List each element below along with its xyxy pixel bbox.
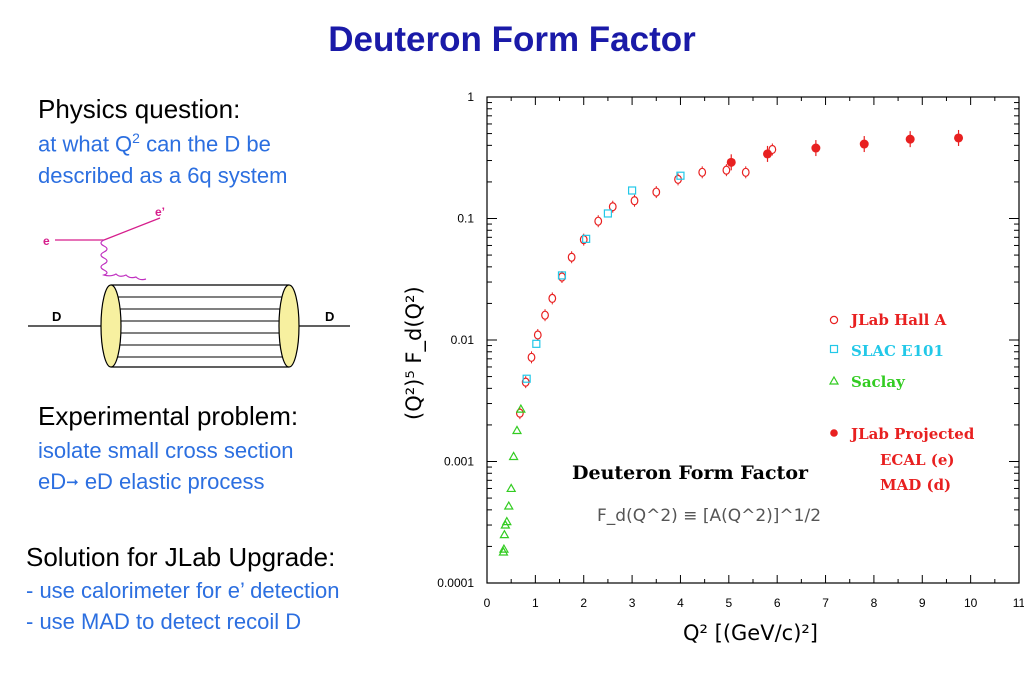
experimental-problem-heading: Experimental problem: — [38, 401, 299, 431]
saclay-point — [508, 451, 519, 461]
jlab-hall-a-point — [515, 408, 524, 418]
axis-ticks — [486, 97, 1020, 584]
saclay-point — [498, 543, 509, 553]
outgoing-electron-line — [103, 217, 161, 241]
legend-label-ecal: ECAL (e) — [880, 451, 955, 469]
legend-label-mad: MAD (d) — [880, 476, 951, 494]
jlab-hall-a-point — [741, 167, 750, 177]
x-tick-label: 11 — [1013, 596, 1024, 610]
arrow-icon: ➞ — [66, 474, 79, 491]
saclay-point — [515, 403, 526, 413]
jlab-hall-a-point — [527, 352, 536, 362]
slac-point — [522, 374, 531, 383]
cylinder-left-cap — [100, 284, 122, 368]
y-tick-label: 1 — [467, 90, 474, 104]
legend-label-jlab: JLab Hall A — [849, 311, 947, 329]
slac-point — [627, 186, 637, 195]
x-tick-label: 10 — [964, 596, 978, 610]
jlab-projected-point — [859, 139, 869, 149]
jlab-hall-a-point — [567, 252, 576, 262]
legend-marker-saclay — [828, 375, 840, 385]
legend: JLab Hall A SLAC E101 Saclay JLab Projec… — [828, 311, 975, 494]
saclay-point — [498, 546, 509, 556]
saclay-point — [503, 500, 514, 510]
x-tick-labels: 0 1 2 3 4 5 6 7 8 9 10 11 — [484, 596, 1024, 610]
chart-inner-title: Deuteron Form Factor — [572, 462, 809, 484]
slac-point — [603, 209, 613, 218]
jlab-hall-a-point — [594, 216, 603, 226]
jlab-projected-point — [811, 143, 821, 153]
x-tick-label: 6 — [774, 596, 781, 610]
ed-text-b: eD elastic process — [78, 469, 265, 494]
d-right-label: D — [325, 309, 334, 324]
experimental-problem-line2: eD➞ eD elastic process — [38, 469, 265, 495]
x-tick-label: 3 — [629, 596, 636, 610]
jlab-hall-a-point — [548, 293, 557, 303]
quark-lines — [111, 296, 289, 358]
q1-text-b: can the D be — [139, 131, 271, 157]
x-tick-label: 2 — [580, 596, 587, 610]
physics-question-line2: described as a 6q system — [38, 163, 288, 188]
x-axis-label: Q² [(GeV/c)²] — [683, 621, 818, 645]
jlab-hall-a-point — [652, 187, 661, 197]
page-title: Deuteron Form Factor — [328, 20, 696, 59]
jlab-hall-a-point — [533, 330, 542, 340]
y-tick-label: 0.01 — [451, 333, 475, 347]
q1-text-a: at what Q — [38, 131, 133, 157]
physics-question-heading: Physics question: — [38, 94, 241, 124]
saclay-point — [506, 483, 517, 493]
saclay-point — [499, 529, 510, 539]
x-tick-label: 5 — [725, 596, 732, 610]
saclay-point — [511, 425, 523, 435]
cylinder-right-cap — [278, 284, 300, 368]
jlab-projected-point — [905, 134, 915, 144]
experimental-problem-line1: isolate small cross section — [38, 438, 294, 463]
x-tick-label: 7 — [822, 596, 829, 610]
x-tick-label: 1 — [532, 596, 539, 610]
jlab-hall-a-point — [608, 202, 617, 212]
jlab-projected-point — [726, 157, 736, 167]
jlab-hall-a-point — [558, 272, 566, 282]
slac-point — [582, 234, 591, 243]
solution-line1: - use calorimeter for e’ detection — [26, 578, 340, 603]
y-tick-label: 0.001 — [444, 455, 474, 469]
jlab-projected-point — [763, 149, 773, 159]
jlab-hall-a-point — [698, 167, 707, 177]
e-out-label: e’ — [155, 205, 165, 219]
data-marks — [498, 129, 964, 556]
jlab-projected-point — [954, 133, 964, 143]
x-tick-label: 9 — [919, 596, 926, 610]
legend-label-slac: SLAC E101 — [851, 342, 944, 360]
x-tick-label: 0 — [484, 596, 491, 610]
legend-marker-jlab — [829, 315, 839, 325]
d-left-label: D — [52, 309, 61, 324]
physics-question-line1: at what Q2 can the D be — [38, 130, 271, 157]
solution-heading: Solution for JLab Upgrade: — [26, 542, 336, 572]
scattering-diagram: e e’ D D — [28, 205, 350, 368]
jlab-hall-a-point — [541, 310, 549, 320]
x-tick-label: 8 — [871, 596, 878, 610]
y-tick-labels: 0.0001 0.001 0.01 0.1 1 — [437, 90, 474, 590]
q1-sup: 2 — [132, 130, 140, 146]
jlab-hall-a-point — [722, 165, 731, 175]
y-tick-label: 0.0001 — [437, 576, 474, 590]
e-in-label: e — [43, 234, 50, 248]
saclay-point — [501, 516, 512, 526]
legend-label-saclay: Saclay — [851, 373, 906, 391]
jlab-hall-a-point — [630, 196, 639, 206]
y-tick-label: 0.1 — [457, 212, 474, 226]
photon-wavy-line — [100, 239, 147, 281]
solution-line2: - use MAD to detect recoil D — [26, 609, 302, 634]
x-tick-label: 4 — [677, 596, 684, 610]
slac-point — [557, 271, 567, 280]
slac-point — [676, 171, 685, 180]
legend-marker-projected — [830, 429, 838, 437]
formula-label: F_d(Q^2) ≡ [A(Q^2)]^1/2 — [597, 506, 821, 526]
y-axis-label: (Q²)⁵ F_d(Q²) — [402, 286, 427, 420]
legend-marker-slac — [829, 344, 839, 354]
slac-point — [532, 339, 541, 348]
legend-label-projected: JLab Projected — [849, 425, 975, 443]
ed-text-a: eD — [38, 469, 67, 494]
